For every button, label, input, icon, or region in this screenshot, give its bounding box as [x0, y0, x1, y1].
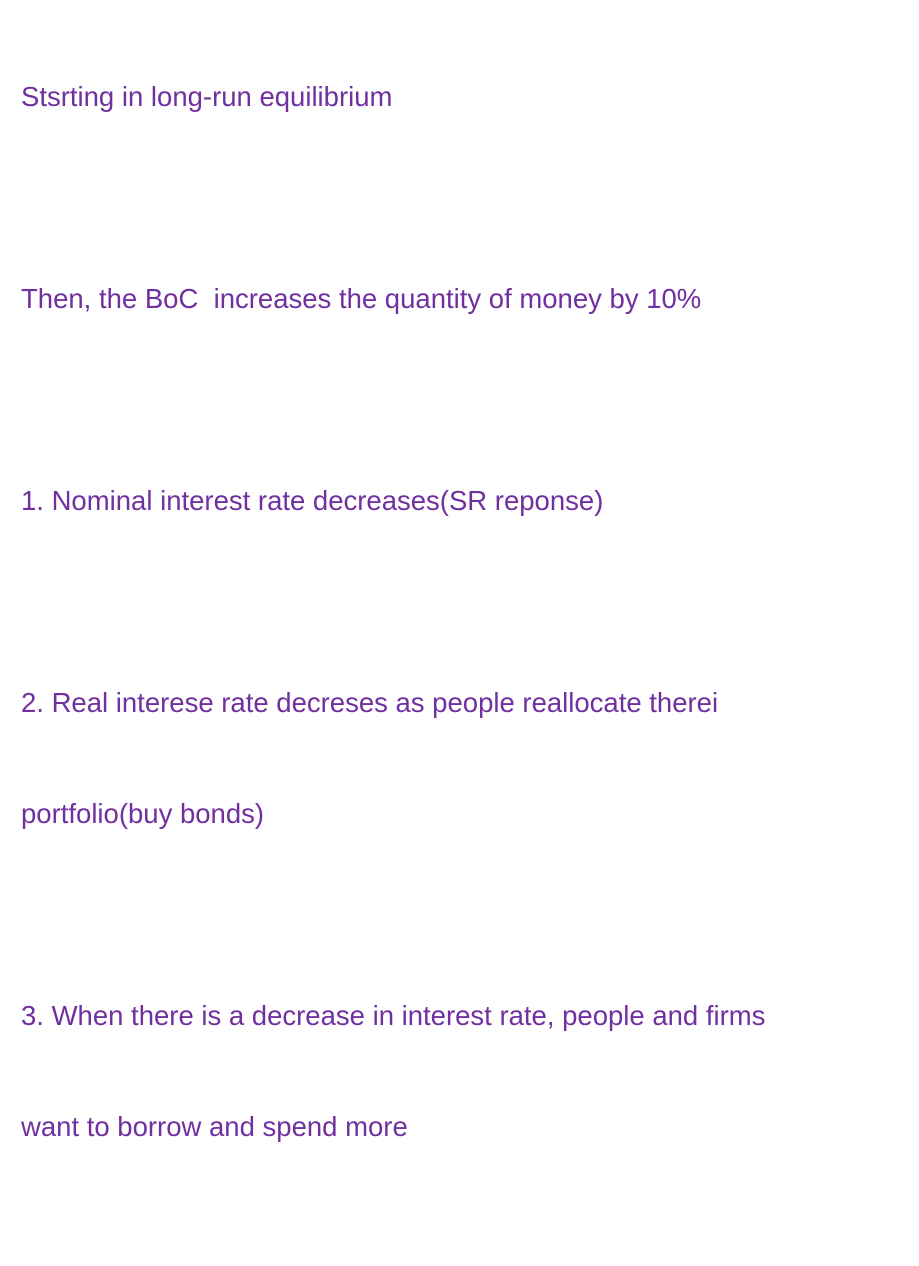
text-line: Then, the BoC increases the quantity of … [21, 283, 702, 314]
text-line: 2. Real interese rate decreses as people… [21, 687, 719, 718]
paragraph-step-3: 3. When there is a decrease in interest … [21, 923, 909, 1219]
text-line: Stsrting in long-run equilibrium [21, 81, 393, 112]
paragraph-boc-action: Then, the BoC increases the quantity of … [21, 206, 909, 391]
paragraph-step-2: 2. Real interese rate decreses as people… [21, 610, 909, 906]
paragraph-intro: Stsrting in long-run equilibrium [21, 4, 909, 189]
paragraph-step-1: 1. Nominal interest rate decreases(SR re… [21, 408, 909, 593]
text-line: 3. When there is a decrease in interest … [21, 1000, 766, 1031]
paragraph-step-4: 4. This results in an increasing demand … [21, 1236, 909, 1266]
text-line: portfolio(buy bonds) [21, 798, 265, 829]
text-line: want to borrow and spend more [21, 1111, 408, 1142]
slide: Stsrting in long-run equilibrium Then, t… [21, 4, 909, 1142]
text-line: 1. Nominal interest rate decreases(SR re… [21, 485, 604, 516]
